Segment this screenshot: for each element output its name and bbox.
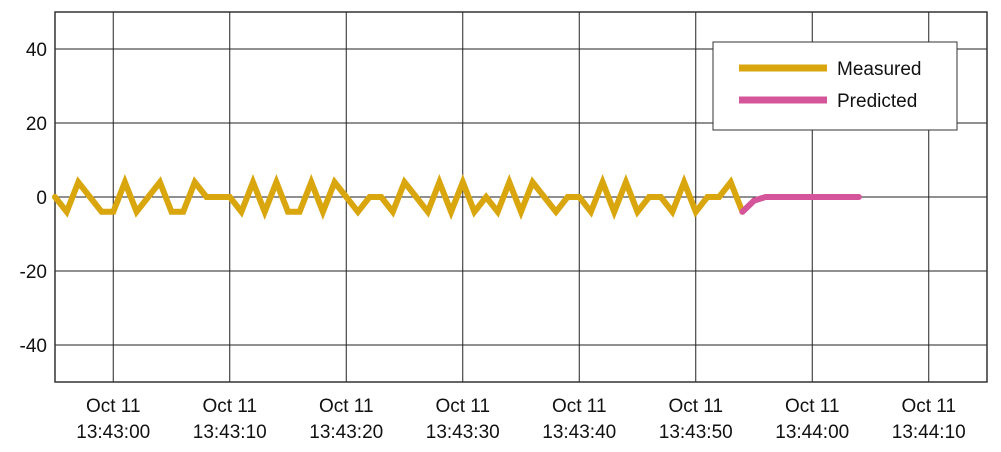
y-tick-label: -20 [20,262,47,283]
x-tick-label: Oct 11 13:43:00 [76,396,150,443]
legend: Measured Predicted [712,41,958,131]
x-tick-label: Oct 11 13:43:40 [542,396,616,443]
series-line [52,174,746,220]
x-tick-label: Oct 11 13:43:10 [193,396,267,443]
y-tick-label: 40 [26,40,47,61]
y-tick-label: 0 [36,188,47,209]
x-tick-label: Oct 11 13:43:20 [309,396,383,443]
x-tick-label: Oct 11 13:43:50 [659,396,733,443]
x-tick-label: Oct 11 13:43:30 [426,396,500,443]
legend-label: Predicted [837,91,917,112]
y-tick-label: 20 [26,114,47,135]
series-line [739,194,862,215]
y-tick-label: -40 [20,336,47,357]
legend-label: Measured [837,59,922,80]
x-tick-label: Oct 11 13:44:00 [775,396,849,443]
x-tick-label: Oct 11 13:44:10 [892,396,966,443]
legend-box [712,41,958,131]
line-layer [52,174,862,220]
